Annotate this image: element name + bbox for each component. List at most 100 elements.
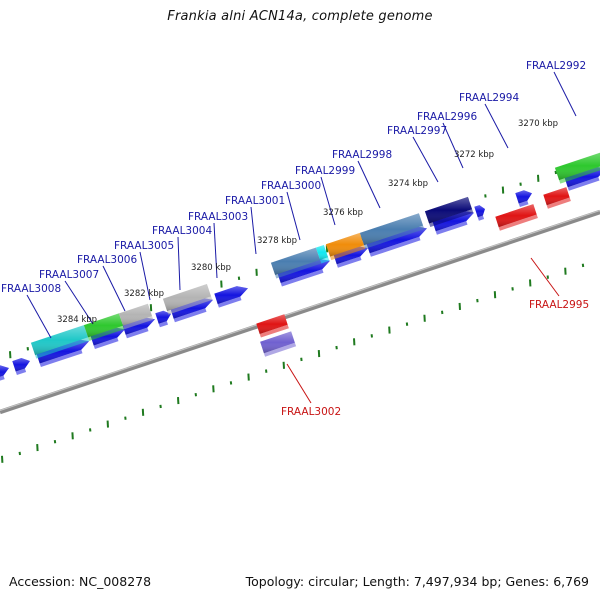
reverse-gene-a-shade <box>256 314 288 334</box>
label-fraal3003: FRAAL3003 <box>188 211 248 223</box>
scale-label: 3272 kbp <box>454 150 494 160</box>
reverse-gene-b-shade <box>543 187 570 206</box>
gene-fraal3007 <box>83 313 125 341</box>
gene-fraal3004 <box>162 284 213 315</box>
leader-fraal3006 <box>102 265 126 312</box>
cds-arrow-depth <box>280 269 324 287</box>
leader-fraal3007 <box>64 280 94 325</box>
gene-fraal3002-shade <box>260 331 295 354</box>
scale-label: 3278 kbp <box>257 236 297 246</box>
reverse-tick-track <box>1 263 585 463</box>
gene-fraal3006-shade <box>118 303 153 326</box>
cds-arrow-depth <box>369 236 421 257</box>
scale-label: 3284 kbp <box>57 315 97 325</box>
leader-fraal2994 <box>484 103 509 149</box>
gene-fraal3002 <box>260 331 297 357</box>
gene-fraal2998-shade <box>359 213 424 246</box>
cds-arrow-depth <box>435 221 468 235</box>
label-fraal2996: FRAAL2996 <box>417 111 477 123</box>
gene-fraal2992-shade <box>554 152 600 181</box>
leader-fraal3003 <box>213 222 218 279</box>
scale-label: 3274 kbp <box>388 179 428 189</box>
cds-arrow-depth <box>567 177 600 191</box>
cds-arrow-shade <box>474 205 485 218</box>
leader-fraal3005 <box>139 251 151 301</box>
gene-fraal3007-depth <box>88 325 125 341</box>
label-fraal3006: FRAAL3006 <box>77 254 137 266</box>
gene-fraal3001 <box>270 247 322 279</box>
cds-arrow-shade <box>515 190 532 204</box>
gene-fraal2995 <box>495 204 538 231</box>
gene-track <box>30 152 600 359</box>
gene-fraal2997 <box>424 196 474 227</box>
gene-fraal2998-depth <box>364 225 425 249</box>
scale-label: 3276 kbp <box>323 208 363 218</box>
cds-arrow-depth <box>15 368 27 375</box>
label-fraal2998: FRAAL2998 <box>332 149 392 161</box>
label-fraal3000: FRAAL3000 <box>261 180 321 192</box>
label-fraal3001: FRAAL3001 <box>225 195 285 207</box>
reverse-gene-a-depth <box>259 324 289 338</box>
cds-arrow <box>12 358 31 375</box>
leader-fraal3004 <box>177 236 181 291</box>
gene-fraal3001-shade <box>270 247 321 275</box>
reverse-gene-b-depth <box>546 197 571 209</box>
genome-summary-text: Topology: circular; Length: 7,497,934 bp… <box>245 574 589 589</box>
leader-fraal2996 <box>442 122 464 169</box>
label-fraal3007: FRAAL3007 <box>39 269 99 281</box>
accession-text: Accession: NC_008278 <box>9 574 152 589</box>
reverse-gene-b <box>543 187 571 209</box>
leader-fraal3000 <box>286 191 301 241</box>
cds-arrow-depth <box>518 200 529 207</box>
gene-fraal2992 <box>554 152 600 184</box>
gene-fraal2999-depth <box>330 245 366 261</box>
gene-fraal3004-depth <box>167 296 213 315</box>
cds-arrow-shade <box>12 358 31 372</box>
gene-fraal3008-depth <box>35 337 90 359</box>
gene-labels: FRAAL3008 FRAAL3007 FRAAL3006 FRAAL3005 FRAA… <box>1 60 589 418</box>
genome-backbone <box>0 209 600 415</box>
gene-fraal2999-shade <box>325 232 365 257</box>
cds-arrow-depth <box>0 375 5 381</box>
gene-fraal3002-depth <box>263 342 297 357</box>
label-fraal2995: FRAAL2995 <box>529 299 589 311</box>
label-leaders <box>26 71 577 404</box>
cds-arrow-depth <box>477 215 485 221</box>
gene-fraal2997-shade <box>424 196 473 224</box>
leader-fraal2995 <box>530 257 560 297</box>
gene-fraal3004-shade <box>162 284 212 312</box>
scale-label: 3282 kbp <box>124 289 164 299</box>
leader-fraal2998 <box>357 160 381 209</box>
label-fraal2992: FRAAL2992 <box>526 60 586 72</box>
gene-fraal2998 <box>359 213 425 249</box>
gene-fraal2995-shade <box>495 204 537 228</box>
leader-fraal3001 <box>250 206 257 255</box>
gene-fraal3006 <box>118 303 154 330</box>
cds-arrow-shade <box>214 286 248 305</box>
label-fraal2994: FRAAL2994 <box>459 92 519 104</box>
cds-arrow <box>155 310 171 328</box>
gene-fraal2997-depth <box>429 209 474 227</box>
gene-fraal3008-shade <box>30 325 89 356</box>
backbone-line <box>0 209 600 415</box>
gene-fraal3006-depth <box>123 316 154 330</box>
cds-arrow-depth <box>125 327 149 339</box>
label-fraal2999: FRAAL2999 <box>295 165 355 177</box>
scale-label: 3280 kbp <box>191 263 231 273</box>
gene-fraal3000-shade <box>315 245 329 260</box>
gene-fraal2992-depth <box>559 166 600 184</box>
label-fraal3008: FRAAL3008 <box>1 283 61 295</box>
reverse-gene-a <box>256 314 289 338</box>
cds-arrow <box>515 190 532 207</box>
backbone-highlight <box>0 210 600 411</box>
map-title: Frankia alni ACN14a, complete genome <box>167 9 433 24</box>
gene-fraal3000-depth <box>320 257 330 264</box>
cds-arrow-depth <box>39 349 83 367</box>
gene-fraal2995-depth <box>498 214 538 231</box>
cds-arrow-depth <box>158 321 168 328</box>
cds-arrow-shade <box>0 365 9 377</box>
gene-fraal3001-depth <box>275 260 322 279</box>
leader-fraal2997 <box>412 136 439 183</box>
scale-labels: 3284 kbp 3282 kbp 3280 kbp 3278 kbp 3276 kbp… <box>57 119 558 325</box>
